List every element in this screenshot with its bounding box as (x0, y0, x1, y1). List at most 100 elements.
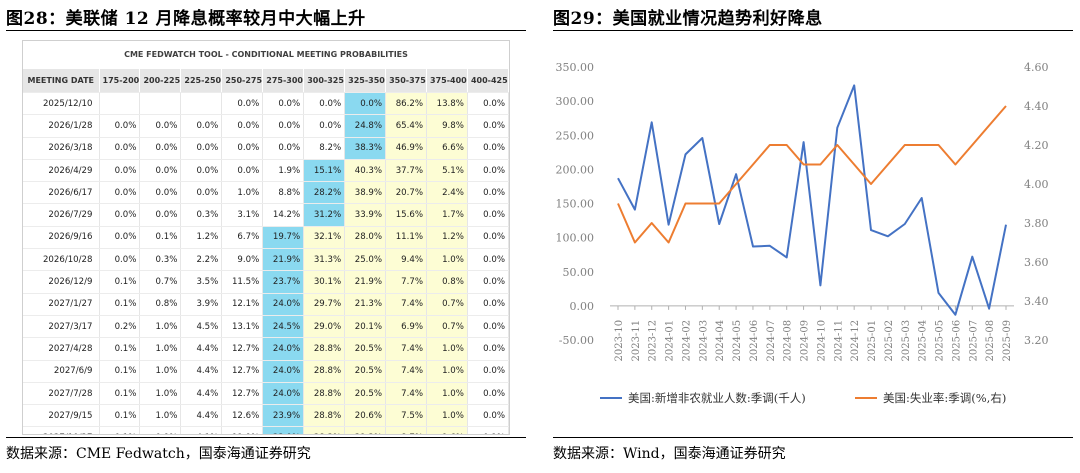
probability-cell: 30.1% (303, 270, 346, 294)
probability-cell: 4.5% (180, 315, 223, 339)
probability-cell: 20.1% (344, 315, 387, 339)
meeting-date-cell: 2027/3/17 (23, 315, 100, 339)
table-row: 2027/9/15 0.1% 1.0% 4.4% 12.6% 23.9% 28.8% 20.6… (23, 404, 509, 428)
probability-cell: 0.0% (467, 159, 509, 183)
x-tick-label: 2024-02 (681, 320, 692, 362)
probability-cell: 20.7% (385, 181, 427, 205)
probability-cell: 0.0% (303, 92, 346, 116)
probability-cell: 0.1% (99, 404, 141, 428)
x-tick-label: 2023-11 (631, 320, 642, 362)
y-right-tick-label: 4.60 (1024, 61, 1049, 74)
probability-cell: 31.3% (303, 248, 346, 272)
x-tick-label: 2025-07 (968, 320, 979, 362)
probability-cell: 20.5% (344, 382, 387, 406)
column-header: 225-250 (180, 69, 223, 93)
probability-cell: 0.0% (467, 137, 509, 160)
probability-cell (99, 92, 141, 116)
x-tick-label: 2025-05 (935, 320, 946, 362)
right-title-rule (553, 30, 1073, 31)
probability-cell: 23.9% (262, 404, 305, 428)
probability-cell: 28.8% (303, 337, 346, 361)
probability-cell: 0.1% (99, 270, 141, 294)
y-right-tick-label: 3.40 (1024, 295, 1049, 308)
meeting-date-cell: 2025/12/10 (23, 92, 100, 116)
x-tick-label: 2023-12 (648, 320, 659, 362)
x-tick-label: 2024-01 (665, 320, 676, 362)
probability-cell: 21.9% (344, 270, 387, 294)
probability-cell: 0.0% (180, 114, 223, 138)
probability-cell: 32.1% (303, 226, 346, 250)
probability-cell: 0.0% (221, 159, 264, 183)
probability-cell: 29.7% (303, 293, 346, 316)
probability-cell: 0.0% (99, 248, 141, 272)
y-left-tick-label: 350.00 (556, 61, 595, 74)
y-left-tick-label: 200.00 (556, 163, 595, 176)
meeting-date-cell: 2027/7/28 (23, 382, 100, 406)
probability-cell: 24.0% (262, 293, 305, 316)
x-tick-label: 2025-08 (985, 320, 996, 362)
column-header: 400-425 (467, 69, 509, 93)
x-tick-label: 2024-07 (766, 320, 777, 362)
probability-cell: 1.0% (221, 181, 264, 205)
column-header: 275-300 (262, 69, 305, 93)
x-tick-label: 2024-05 (732, 320, 743, 362)
column-header: 175-200 (99, 69, 141, 93)
table-header-row: MEETING DATE 175-200 200-225 225-250 250-275… (23, 69, 509, 93)
probability-cell: 4.4% (180, 382, 223, 406)
probability-cell: 24.5% (262, 315, 305, 339)
probability-cell: 1.0% (139, 315, 182, 339)
probability-cell: 38.3% (344, 137, 387, 160)
probability-cell: 0.1% (99, 360, 141, 383)
probability-cell: 0.0% (262, 137, 305, 160)
probability-cell: 0.0% (467, 181, 509, 205)
column-header: 200-225 (139, 69, 182, 93)
probability-cell: 21.3% (344, 426, 387, 434)
probability-cell: 11.9% (221, 426, 264, 434)
meeting-date-cell: 2026/4/29 (23, 159, 100, 183)
right-bottom-rule (553, 437, 1073, 438)
fedwatch-table-panel: CME FEDWATCH TOOL - CONDITIONAL MEETING … (22, 40, 510, 435)
probability-cell: 4.4% (180, 360, 223, 383)
table-title: CME FEDWATCH TOOL - CONDITIONAL MEETING … (23, 41, 509, 69)
table-row: 2027/1/27 0.1% 0.8% 3.9% 12.1% 24.0% 29.7% 21.3… (23, 293, 509, 316)
legend-label: 美国:新增非农就业人数:季调(千人) (628, 391, 806, 405)
meeting-date-cell: 2026/6/17 (23, 181, 100, 205)
probability-cell: 0.7% (426, 293, 468, 316)
probability-cell: 38.9% (344, 181, 387, 205)
probability-cell: 0.1% (99, 382, 141, 406)
probability-cell: 1.0% (139, 382, 182, 406)
probability-cell: 0.3% (139, 248, 182, 272)
probability-cell: 46.9% (385, 137, 427, 160)
probability-cell: 8.2% (303, 137, 346, 160)
probability-cell: 21.3% (344, 293, 387, 316)
probability-cell: 8.7% (385, 426, 427, 434)
probability-cell: 6.7% (221, 226, 264, 250)
probability-cell: 0.0% (180, 159, 223, 183)
left-figure-title: 图28：美联储 12 月降息概率较月中大幅上升 (6, 9, 366, 29)
probability-cell: 7.4% (385, 337, 427, 361)
probability-cell: 7.4% (385, 293, 427, 316)
table-row: 2026/1/28 0.0% 0.0% 0.0% 0.0% 0.0% 0.0% 24.8% 65… (23, 114, 509, 138)
probability-cell: 6.9% (385, 315, 427, 339)
probability-cell: 28.0% (344, 226, 387, 250)
probability-cell: 28.3% (303, 426, 346, 434)
probability-cell: 5.1% (426, 159, 468, 183)
probability-cell: 15.6% (385, 203, 427, 227)
probability-cell: 4.4% (180, 404, 223, 428)
meeting-date-cell: 2026/3/18 (23, 137, 100, 160)
probability-cell: 0.0% (139, 181, 182, 205)
probability-table: MEETING DATE 175-200 200-225 225-250 250-275… (23, 69, 509, 434)
probability-cell: 0.0% (467, 270, 509, 294)
probability-cell: 0.0% (467, 360, 509, 383)
y-left-tick-label: 0.00 (570, 300, 595, 313)
probability-cell: 40.3% (344, 159, 387, 183)
probability-cell: 28.8% (303, 360, 346, 383)
probability-cell: 1.0% (426, 360, 468, 383)
meeting-date-cell: 2026/7/29 (23, 203, 100, 227)
probability-cell: 24.0% (262, 337, 305, 361)
y-right-tick-label: 4.40 (1024, 100, 1049, 113)
left-bottom-rule (6, 437, 526, 438)
probability-cell: 24.8% (344, 114, 387, 138)
probability-cell: 24.0% (262, 360, 305, 383)
x-tick-label: 2024-08 (783, 320, 794, 362)
